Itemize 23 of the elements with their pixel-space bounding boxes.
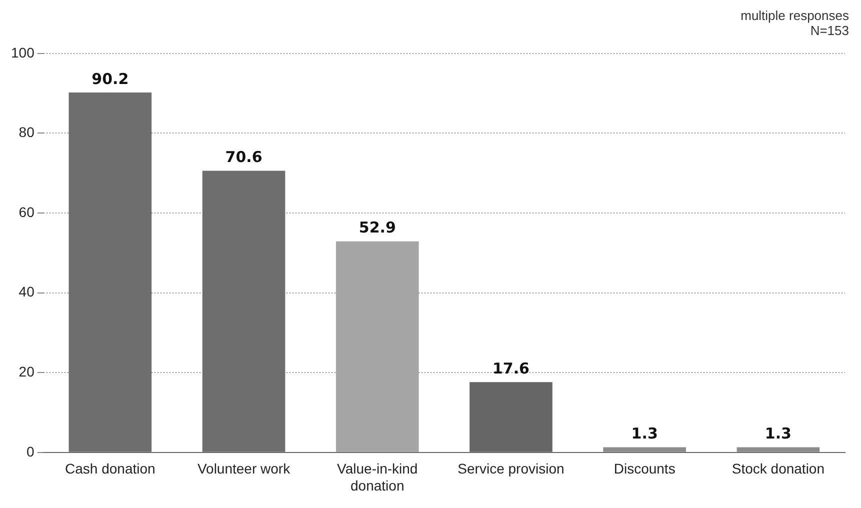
x-tick-label: Cash donation <box>65 460 156 477</box>
data-label: 1.3 <box>764 424 792 443</box>
y-tick-label: 60 <box>18 204 35 220</box>
y-tick-label: 40 <box>18 284 35 300</box>
bar <box>336 241 419 452</box>
text: multiple responses <box>740 8 849 23</box>
data-label: 52.9 <box>358 218 396 237</box>
bar <box>603 447 686 452</box>
bar <box>736 447 820 452</box>
y-tick-label: 0 <box>26 443 35 460</box>
x-tick-label: Volunteer work <box>197 460 292 477</box>
x-tick-label: Discounts <box>614 460 676 477</box>
data-label: 1.3 <box>631 424 658 443</box>
data-label: 17.6 <box>492 360 530 378</box>
y-tick-label: 100 <box>11 44 35 60</box>
data-label: 90.2 <box>92 70 129 88</box>
y-tick-label: 80 <box>18 124 35 140</box>
text: N=153 <box>809 23 849 38</box>
x-tick-label: Service provision <box>458 460 564 477</box>
data-label: 70.6 <box>225 148 262 166</box>
x-tick-label: Value-in-kind donation <box>337 460 418 494</box>
y-tick-label: 20 <box>18 363 35 380</box>
x-tick-label: Stock donation <box>732 460 825 477</box>
